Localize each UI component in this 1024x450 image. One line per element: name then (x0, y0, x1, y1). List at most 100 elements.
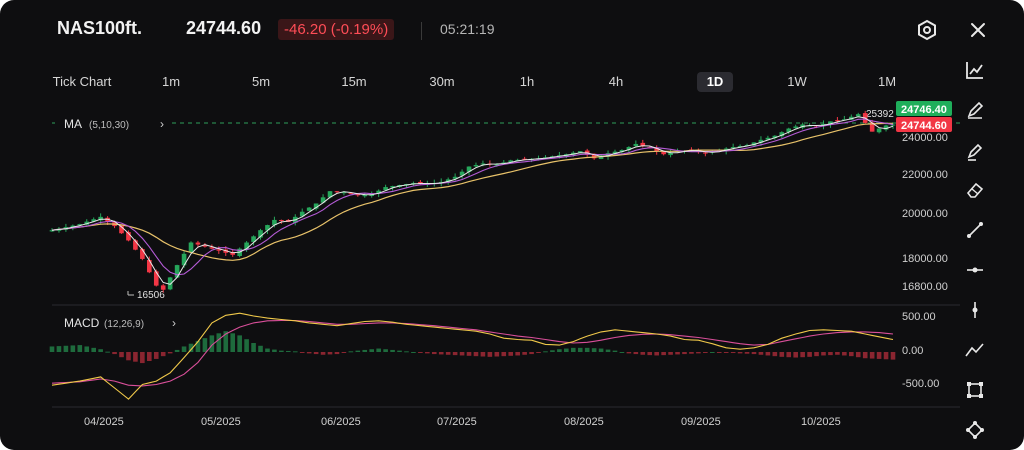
candle-body (737, 146, 743, 148)
candle-body (418, 181, 423, 184)
vertical-line-tool[interactable] (962, 297, 988, 323)
ma-expand-chevron-icon[interactable]: › (160, 117, 164, 131)
candle-body (452, 176, 458, 179)
macd-histogram-bar (584, 347, 590, 352)
rectangle-icon (967, 382, 983, 398)
candle-body (640, 142, 646, 147)
candle-body (508, 160, 514, 163)
shape-tool[interactable] (962, 417, 988, 443)
candle-body (209, 247, 215, 249)
horizontal-line-tool[interactable] (962, 257, 988, 283)
macd-histogram-bar (501, 352, 507, 357)
date-tick: 08/2025 (564, 416, 604, 428)
macd-histogram-bar (779, 352, 785, 357)
candle-body (494, 164, 500, 166)
plot-layer (49, 110, 896, 400)
eraser-tool[interactable] (962, 177, 988, 203)
candle-body (890, 124, 896, 126)
tab-4h[interactable]: 4h (608, 74, 624, 89)
tab-1d[interactable]: 1D (697, 72, 733, 92)
current-price: 24744.60 (186, 18, 262, 38)
indicator-tool[interactable] (962, 57, 988, 83)
candle-body (786, 128, 792, 132)
tab-30m[interactable]: 30m (429, 74, 455, 89)
candle-body (49, 230, 55, 232)
pencil-icon (967, 101, 984, 119)
price-chart[interactable]: MA (5,10,30) › MACD (12,26,9) › 24000.00… (0, 55, 960, 450)
candle-body (779, 132, 785, 137)
macd-histogram-bar (466, 352, 472, 356)
macd-histogram-bar (383, 349, 388, 352)
macd-histogram-bar (49, 346, 55, 352)
tab-1mo[interactable]: 1M (877, 74, 897, 89)
macd-histogram-bar (98, 349, 103, 352)
settings-button[interactable] (915, 18, 939, 42)
candle-body (828, 121, 833, 125)
candle-body (279, 220, 284, 222)
ma5-line (51, 116, 894, 285)
macd-histogram-bar (341, 352, 347, 353)
candle-body (501, 162, 507, 164)
price-tick: 22000.00 (902, 169, 948, 181)
close-button[interactable] (966, 18, 990, 42)
macd-histogram-bar (327, 352, 333, 355)
macd-histogram-bar (390, 349, 395, 352)
tab-1h[interactable]: 1h (519, 74, 535, 89)
candle-body (772, 135, 778, 138)
candle-body (619, 150, 625, 153)
macd-histogram-bar (299, 352, 305, 353)
polyline-tool[interactable] (962, 337, 988, 363)
rectangle-tool[interactable] (962, 377, 988, 403)
candle-body (77, 224, 83, 226)
macd-histogram-bar (112, 352, 117, 355)
macd-histogram-bar (279, 350, 284, 352)
macd-histogram-bar (869, 352, 875, 359)
symbol-name[interactable]: NAS100ft. (57, 18, 143, 38)
trendline-tool[interactable] (962, 217, 988, 243)
tab-1w[interactable]: 1W (787, 74, 807, 89)
macd-histogram-bar (459, 352, 465, 356)
candle-body (598, 155, 604, 160)
macd-histogram-bar (174, 349, 180, 352)
candle-body (216, 249, 222, 251)
macd-histogram-bar (306, 352, 312, 354)
macd-histogram-bar (70, 345, 76, 352)
hexagon-settings-icon (918, 19, 936, 41)
macd-histogram-bar (334, 352, 340, 355)
macd-expand-chevron-icon[interactable]: › (172, 316, 176, 330)
macd-histogram-bar (147, 352, 152, 361)
macd-histogram-bar (522, 352, 527, 355)
price-tick: 16800.00 (902, 281, 948, 293)
candle-body (550, 156, 555, 158)
macd-histogram-bar (188, 343, 194, 352)
candle-body (98, 216, 103, 221)
macd-histogram-bar (404, 351, 409, 353)
candle-body (661, 151, 666, 155)
tab-5m[interactable]: 5m (251, 74, 271, 89)
macd-histogram-bar (716, 352, 722, 353)
high-marker: 25392 (866, 109, 894, 120)
candle-body (445, 179, 451, 183)
candle-body (793, 126, 798, 129)
tab-tick-chart[interactable]: Tick Chart (52, 74, 112, 89)
ma-label-bg (55, 114, 170, 132)
draw-tool[interactable] (962, 97, 988, 123)
macd-tick: 500.00 (902, 311, 936, 323)
macd-histogram-bar (640, 352, 646, 355)
candle-body (633, 143, 639, 147)
eraser-icon (966, 182, 984, 198)
macd-histogram-bar (550, 350, 555, 352)
macd-histogram-bar (230, 333, 236, 352)
candle-body (848, 116, 854, 120)
ma-label: MA (64, 117, 82, 131)
macd-histogram-bar (258, 345, 263, 352)
candle-body (466, 166, 472, 172)
tab-15m[interactable]: 15m (341, 74, 367, 89)
ma10-line (51, 118, 894, 276)
ma30-line (51, 122, 894, 261)
tab-1m[interactable]: 1m (161, 74, 181, 89)
shape-icon (966, 421, 984, 439)
bid-price-tag (896, 101, 952, 116)
brush-tool[interactable] (962, 139, 988, 165)
candle-body (272, 219, 277, 226)
